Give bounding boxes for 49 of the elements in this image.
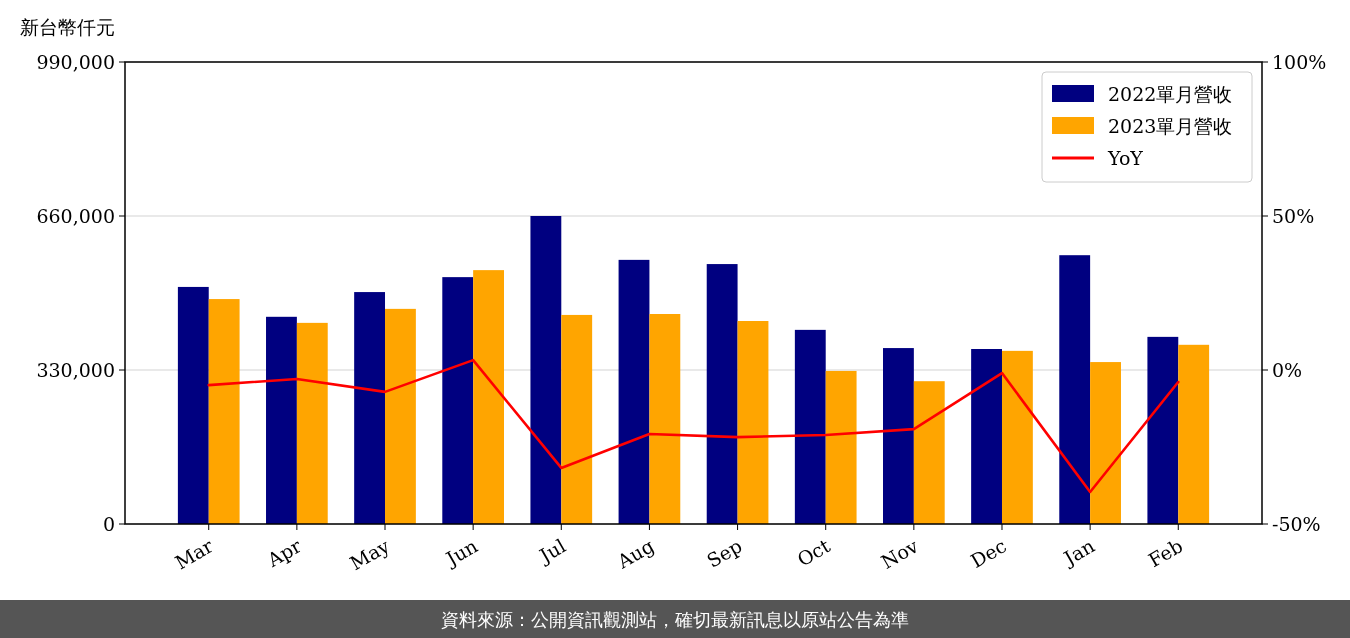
x-tick-label: Oct [793, 534, 835, 571]
bar [442, 277, 474, 524]
bar [530, 216, 562, 524]
bar [354, 292, 386, 524]
bar [208, 299, 240, 524]
y-tick-label: 330,000 [36, 359, 115, 381]
x-tick-label: Jun [440, 534, 482, 571]
bar [706, 264, 738, 524]
x-tick-label: Sep [703, 534, 746, 572]
bar [618, 259, 650, 524]
bar [913, 381, 945, 524]
x-tick-label: Mar [171, 533, 218, 574]
bar [266, 316, 297, 524]
bar [1001, 350, 1033, 524]
bar [1178, 344, 1210, 524]
bar [794, 329, 826, 524]
legend-label: 2022單月營收 [1108, 83, 1233, 105]
x-tick-label: May [346, 534, 394, 575]
bar [1147, 336, 1179, 524]
x-tick-label: Jul [534, 534, 570, 568]
x-tick-label: Dec [966, 534, 1010, 573]
x-tick-label: Jan [1058, 534, 1099, 571]
y2-tick-label: 50% [1272, 205, 1315, 227]
bar [883, 348, 914, 524]
bar [561, 314, 593, 524]
source-note: 資料來源：公開資訊觀測站，確切最新訊息以原站公告為準 [441, 609, 909, 630]
bar [1090, 362, 1121, 524]
y-tick-label: 660,000 [36, 205, 115, 227]
bar [296, 322, 328, 524]
bar [473, 270, 504, 524]
bar [177, 286, 209, 524]
legend-label: YoY [1107, 147, 1144, 169]
bar [737, 321, 769, 524]
y2-tick-label: 100% [1272, 51, 1327, 73]
y-axis-title: 新台幣仟元 [20, 16, 115, 38]
x-tick-label: Nov [877, 534, 923, 573]
y2-tick-label: -50% [1272, 513, 1321, 535]
bar [649, 314, 681, 524]
y2-tick-label: 0% [1272, 359, 1303, 381]
x-tick-label: Apr [262, 533, 306, 572]
legend-label: 2023單月營收 [1108, 115, 1233, 137]
bar [1059, 255, 1091, 524]
y-tick-label: 0 [102, 513, 115, 535]
bar [385, 308, 416, 524]
y-tick-label: 990,000 [36, 51, 115, 73]
x-tick-label: Aug [612, 534, 658, 574]
x-tick-label: Feb [1144, 534, 1187, 572]
bar [825, 370, 857, 524]
bar [971, 349, 1002, 524]
